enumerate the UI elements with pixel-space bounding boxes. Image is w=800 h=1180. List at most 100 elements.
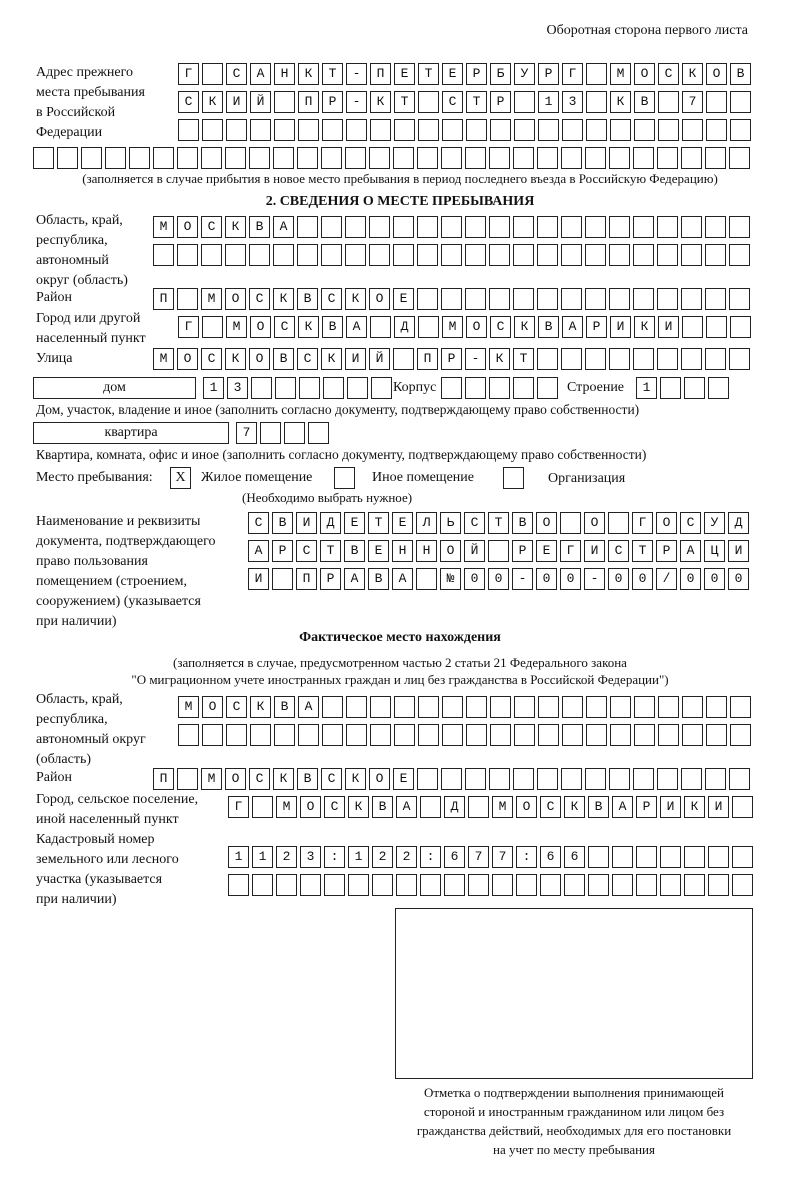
char-cell[interactable] — [465, 216, 486, 238]
char-cell[interactable] — [369, 768, 390, 790]
char-cell[interactable] — [369, 147, 390, 169]
char-cell[interactable] — [514, 696, 535, 718]
residential-checkbox[interactable]: X — [170, 467, 191, 489]
char-cell[interactable] — [657, 216, 678, 238]
document-row-2[interactable]: АРСТВЕННОЙ РЕГИСТРАЦИ — [248, 540, 752, 562]
char-cell[interactable] — [369, 348, 390, 370]
char-cell[interactable] — [308, 422, 329, 444]
char-cell[interactable] — [274, 316, 295, 338]
char-cell[interactable] — [296, 568, 317, 590]
char-cell[interactable] — [561, 147, 582, 169]
char-cell[interactable] — [584, 568, 605, 590]
char-cell[interactable] — [612, 796, 633, 818]
char-cell[interactable] — [417, 147, 438, 169]
region-row-1[interactable]: МОСКВА — [153, 216, 753, 238]
char-cell[interactable] — [418, 724, 439, 746]
char-cell[interactable] — [489, 348, 510, 370]
char-cell[interactable] — [297, 348, 318, 370]
char-cell[interactable] — [536, 512, 557, 534]
char-cell[interactable] — [297, 244, 318, 266]
char-cell[interactable] — [490, 696, 511, 718]
building-row[interactable] — [441, 377, 561, 399]
char-cell[interactable] — [658, 724, 679, 746]
char-cell[interactable] — [444, 846, 465, 868]
char-cell[interactable] — [440, 512, 461, 534]
char-cell[interactable] — [490, 91, 511, 113]
char-cell[interactable] — [418, 63, 439, 85]
char-cell[interactable] — [417, 348, 438, 370]
char-cell[interactable] — [561, 348, 582, 370]
char-cell[interactable] — [371, 377, 392, 399]
char-cell[interactable] — [538, 119, 559, 141]
char-cell[interactable] — [177, 216, 198, 238]
char-cell[interactable] — [680, 568, 701, 590]
char-cell[interactable] — [684, 796, 705, 818]
char-cell[interactable] — [273, 288, 294, 310]
char-cell[interactable] — [324, 796, 345, 818]
char-cell[interactable] — [584, 512, 605, 534]
char-cell[interactable] — [297, 768, 318, 790]
char-cell[interactable] — [394, 316, 415, 338]
char-cell[interactable] — [537, 147, 558, 169]
char-cell[interactable] — [585, 216, 606, 238]
char-cell[interactable] — [226, 316, 247, 338]
char-cell[interactable] — [612, 846, 633, 868]
char-cell[interactable] — [730, 696, 751, 718]
char-cell[interactable] — [369, 244, 390, 266]
char-cell[interactable] — [564, 874, 585, 896]
char-cell[interactable] — [322, 724, 343, 746]
char-cell[interactable] — [418, 696, 439, 718]
char-cell[interactable] — [706, 724, 727, 746]
char-cell[interactable] — [416, 568, 437, 590]
char-cell[interactable] — [561, 244, 582, 266]
char-cell[interactable] — [730, 91, 751, 113]
previous-address-row-4[interactable] — [33, 147, 753, 169]
char-cell[interactable] — [393, 147, 414, 169]
char-cell[interactable] — [657, 244, 678, 266]
char-cell[interactable] — [153, 768, 174, 790]
char-cell[interactable] — [348, 796, 369, 818]
char-cell[interactable] — [177, 768, 198, 790]
char-cell[interactable] — [609, 288, 630, 310]
char-cell[interactable] — [465, 288, 486, 310]
char-cell[interactable] — [512, 568, 533, 590]
char-cell[interactable] — [634, 316, 655, 338]
char-cell[interactable] — [516, 796, 537, 818]
char-cell[interactable] — [178, 316, 199, 338]
char-cell[interactable] — [417, 244, 438, 266]
char-cell[interactable] — [393, 288, 414, 310]
char-cell[interactable] — [730, 63, 751, 85]
char-cell[interactable] — [370, 724, 391, 746]
char-cell[interactable] — [465, 348, 486, 370]
char-cell[interactable] — [658, 63, 679, 85]
char-cell[interactable] — [465, 377, 486, 399]
char-cell[interactable] — [345, 288, 366, 310]
char-cell[interactable] — [609, 768, 630, 790]
char-cell[interactable] — [252, 874, 273, 896]
organization-checkbox[interactable] — [503, 467, 524, 489]
char-cell[interactable] — [444, 874, 465, 896]
char-cell[interactable] — [396, 796, 417, 818]
char-cell[interactable] — [324, 846, 345, 868]
char-cell[interactable] — [514, 63, 535, 85]
char-cell[interactable] — [708, 874, 729, 896]
city-row[interactable]: Г МОСКВА Д МОСКВАРИКИ — [178, 316, 754, 338]
char-cell[interactable] — [392, 512, 413, 534]
char-cell[interactable] — [681, 288, 702, 310]
char-cell[interactable] — [248, 568, 269, 590]
char-cell[interactable] — [202, 119, 223, 141]
char-cell[interactable] — [225, 216, 246, 238]
char-cell[interactable] — [540, 874, 561, 896]
char-cell[interactable] — [370, 91, 391, 113]
char-cell[interactable] — [608, 568, 629, 590]
char-cell[interactable] — [396, 874, 417, 896]
char-cell[interactable] — [585, 768, 606, 790]
region-row-2[interactable] — [153, 244, 753, 266]
char-cell[interactable] — [537, 377, 558, 399]
char-cell[interactable] — [225, 147, 246, 169]
char-cell[interactable] — [276, 874, 297, 896]
char-cell[interactable] — [728, 540, 749, 562]
char-cell[interactable] — [704, 540, 725, 562]
char-cell[interactable] — [658, 91, 679, 113]
char-cell[interactable] — [636, 377, 657, 399]
